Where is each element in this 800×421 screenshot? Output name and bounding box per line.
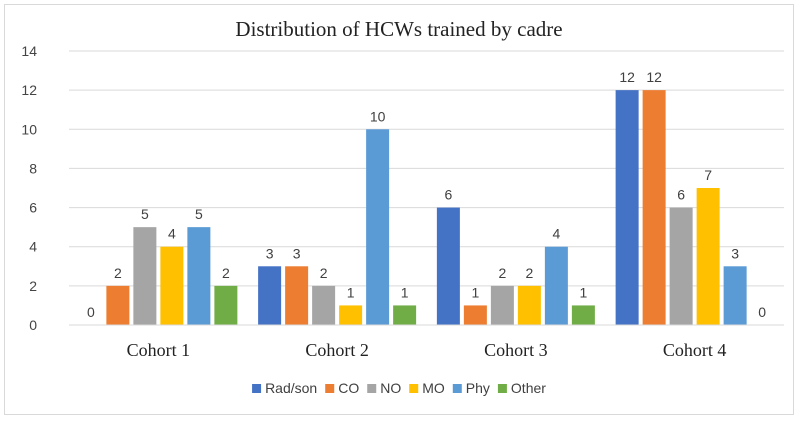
legend-item: Phy (452, 380, 490, 396)
data-label: 1 (579, 284, 587, 300)
bar-mo (339, 305, 363, 325)
y-tick-label: 2 (29, 278, 37, 294)
y-tick-label: 14 (21, 43, 37, 59)
data-label: 2 (498, 265, 506, 281)
legend-swatch (367, 384, 377, 393)
legend-label: Rad/son (265, 380, 317, 396)
data-label: 12 (619, 69, 635, 85)
bar-other (214, 285, 238, 325)
data-label: 0 (758, 304, 766, 320)
bar-chart: Distribution of HCWs trained by cadre 0 2… (21, 17, 784, 396)
data-label: 6 (677, 187, 685, 203)
data-label: 12 (646, 69, 662, 85)
bars (106, 90, 747, 326)
bar-co (285, 266, 309, 325)
data-label: 2 (320, 265, 328, 281)
legend-label: Phy (466, 380, 490, 396)
bar-other (571, 305, 595, 325)
legend-label: Other (511, 380, 546, 396)
y-tick-label: 0 (29, 317, 37, 333)
y-tick-label: 6 (29, 200, 37, 216)
data-label: 0 (87, 304, 95, 320)
bar-co (642, 90, 666, 326)
legend-swatch (409, 384, 419, 393)
y-tick-label: 4 (29, 239, 37, 255)
bar-mo (160, 246, 184, 325)
bar-no (669, 207, 693, 325)
bar-phy (723, 266, 747, 325)
data-label: 3 (266, 245, 274, 261)
data-label: 1 (471, 284, 479, 300)
legend-swatch (325, 384, 335, 393)
bar-no (312, 285, 336, 325)
data-label: 1 (347, 284, 355, 300)
data-label: 6 (444, 187, 452, 203)
x-axis-ticks: Cohort 1 Cohort 2 Cohort 3 Cohort 4 (127, 340, 727, 360)
legend-item: Rad/son (252, 380, 317, 396)
bar-rad-son (258, 266, 282, 325)
y-tick-label: 8 (29, 160, 37, 176)
bar-mo (517, 285, 541, 325)
legend-label: MO (422, 380, 445, 396)
x-tick-label: Cohort 1 (127, 340, 191, 360)
legend-swatch (252, 384, 262, 393)
bar-phy (544, 246, 568, 325)
y-tick-label: 12 (21, 82, 37, 98)
bar-phy (366, 129, 390, 325)
bar-mo (696, 188, 720, 325)
data-label: 4 (552, 226, 560, 242)
legend-item: CO (325, 380, 359, 396)
legend-swatch (497, 384, 507, 393)
data-label: 10 (370, 108, 386, 124)
legend-swatch (452, 384, 462, 393)
data-label: 5 (141, 206, 149, 222)
data-label: 2 (222, 265, 230, 281)
bar-no (490, 285, 514, 325)
data-label: 3 (293, 245, 301, 261)
chart-title: Distribution of HCWs trained by cadre (235, 17, 562, 41)
x-tick-label: Cohort 3 (484, 340, 548, 360)
bar-other (393, 305, 417, 325)
y-tick-label: 10 (21, 121, 37, 137)
legend-label: NO (380, 380, 401, 396)
bar-co (463, 305, 487, 325)
data-label: 3 (731, 245, 739, 261)
bar-co (106, 285, 130, 325)
bar-rad-son (436, 207, 460, 325)
legend-label: CO (338, 380, 359, 396)
data-label: 7 (704, 167, 712, 183)
bar-phy (187, 227, 211, 325)
legend-item: Other (497, 380, 546, 396)
chart-frame: Distribution of HCWs trained by cadre 0 2… (4, 4, 794, 415)
data-label: 2 (114, 265, 122, 281)
bar-rad-son (615, 90, 639, 326)
legend: Rad/son CO NO MO Phy Other (252, 380, 546, 396)
y-axis-ticks: 0 2 4 6 8 10 12 14 (21, 43, 37, 333)
x-tick-label: Cohort 2 (305, 340, 369, 360)
x-tick-label: Cohort 4 (663, 340, 727, 360)
data-label: 5 (195, 206, 203, 222)
data-label: 1 (401, 284, 409, 300)
bar-no (133, 227, 157, 325)
data-label: 2 (525, 265, 533, 281)
legend-item: MO (409, 380, 445, 396)
data-label: 4 (168, 226, 176, 242)
legend-item: NO (367, 380, 401, 396)
